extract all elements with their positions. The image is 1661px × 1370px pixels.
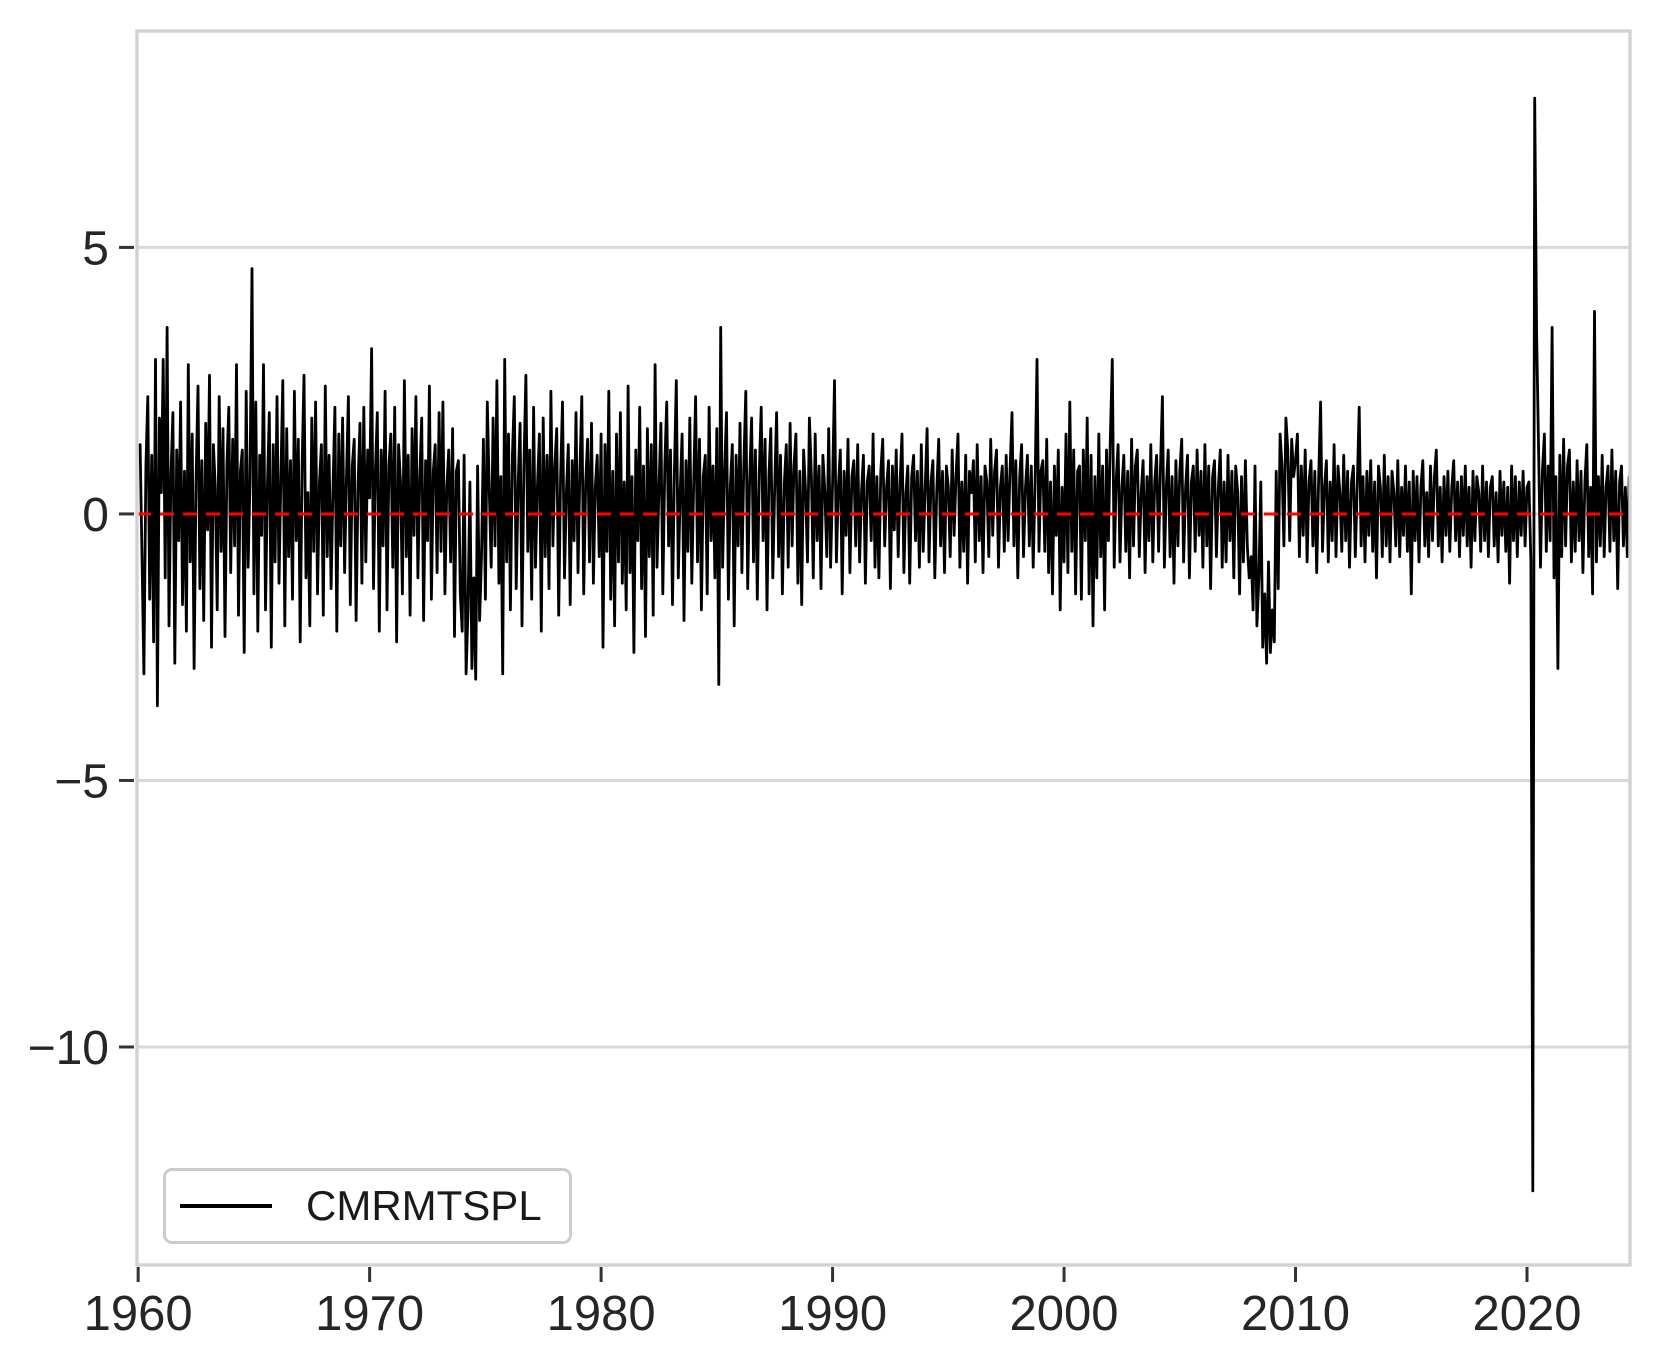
x-tick-label: 2010 — [1241, 1287, 1350, 1341]
y-tick-label: 0 — [82, 489, 109, 542]
x-tick-label: 2000 — [1010, 1287, 1119, 1341]
x-tick-label: 1980 — [547, 1287, 656, 1341]
x-tick-label: 1990 — [778, 1287, 887, 1341]
y-tick-label: −10 — [28, 1022, 109, 1075]
series-line — [138, 96, 1631, 1193]
x-tick-label: 1970 — [315, 1287, 424, 1341]
x-tick-label: 2020 — [1472, 1287, 1581, 1341]
legend: CMRMTSPL — [163, 1168, 572, 1244]
x-tick-label: 1960 — [84, 1287, 193, 1341]
plot-border — [135, 29, 1632, 1267]
y-tick-label: 5 — [82, 222, 109, 275]
legend-series-label: CMRMTSPL — [306, 1182, 542, 1229]
y-tick-label: −5 — [54, 755, 109, 808]
legend-line-sample — [180, 1204, 272, 1208]
